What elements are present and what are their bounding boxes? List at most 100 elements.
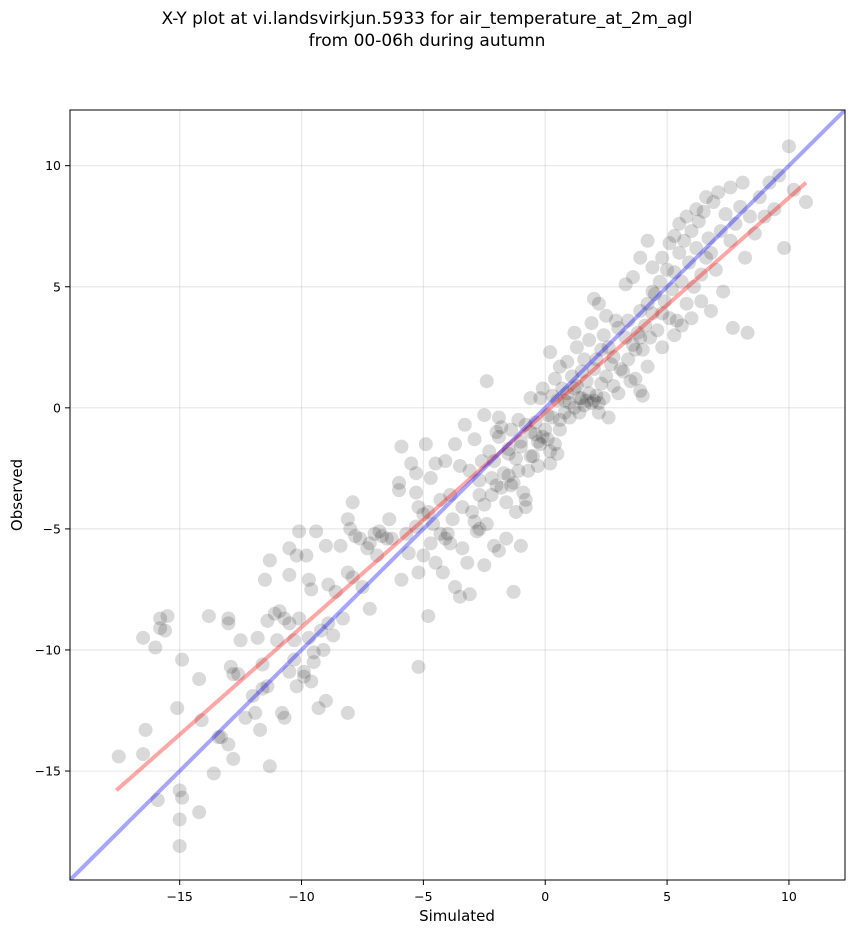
scatter-point bbox=[452, 589, 467, 604]
scatter-point bbox=[160, 609, 175, 624]
scatter-point bbox=[409, 519, 424, 534]
grid-lines bbox=[70, 110, 845, 880]
scatter-point bbox=[533, 391, 548, 406]
scatter-point bbox=[640, 296, 655, 311]
scatter-point bbox=[433, 526, 448, 541]
scatter-point bbox=[416, 507, 431, 522]
scatter-point bbox=[589, 388, 604, 403]
scatter-point bbox=[682, 255, 697, 270]
scatter-point bbox=[382, 512, 397, 527]
scatter-point bbox=[404, 456, 419, 471]
scatter-point bbox=[272, 604, 287, 619]
scatter-point bbox=[482, 444, 497, 459]
scatter-point bbox=[513, 538, 528, 553]
scatter-point bbox=[645, 260, 660, 275]
scatter-point bbox=[713, 224, 728, 239]
one-to-one-line bbox=[70, 110, 845, 880]
scatter-point bbox=[233, 633, 248, 648]
scatter-point bbox=[370, 548, 385, 563]
scatter-point bbox=[589, 352, 604, 367]
scatter-point bbox=[540, 432, 555, 447]
scatter-point bbox=[596, 328, 611, 343]
scatter-point bbox=[448, 437, 463, 452]
scatter-point bbox=[345, 495, 360, 510]
scatter-point bbox=[223, 659, 238, 674]
chart-title-line-2: from 00-06h during autumn bbox=[308, 31, 546, 51]
scatter-point bbox=[343, 521, 358, 536]
scatter-point bbox=[491, 410, 506, 425]
fit-lines bbox=[70, 110, 845, 880]
scatter-point bbox=[221, 616, 236, 631]
scatter-point bbox=[416, 548, 431, 563]
scatter-point bbox=[735, 175, 750, 190]
x-axis-label: Simulated bbox=[419, 907, 495, 925]
scatter-point bbox=[586, 362, 601, 377]
scatter-point bbox=[257, 572, 272, 587]
scatter-point bbox=[562, 410, 577, 425]
scatter-point bbox=[699, 190, 714, 205]
scatter-point bbox=[301, 630, 316, 645]
scatter-point bbox=[438, 454, 453, 469]
scatter-point bbox=[674, 274, 689, 289]
scatter-point bbox=[679, 296, 694, 311]
scatter-point bbox=[455, 500, 470, 515]
scatter-point bbox=[175, 652, 190, 667]
scatter-point bbox=[552, 359, 567, 374]
regression-line bbox=[114, 181, 808, 792]
scatter-point bbox=[526, 449, 541, 464]
scatter-point bbox=[616, 364, 631, 379]
scatter-point bbox=[487, 454, 502, 469]
scatter-point bbox=[443, 488, 458, 502]
scatter-point bbox=[691, 214, 706, 229]
scatter-point bbox=[523, 425, 538, 440]
scatter-point bbox=[630, 325, 645, 340]
scatter-point bbox=[304, 674, 319, 689]
x-tick-label: −15 bbox=[166, 889, 192, 904]
scatter-point bbox=[260, 679, 275, 694]
scatter-point bbox=[479, 517, 494, 532]
scatter-point bbox=[489, 478, 504, 493]
scatter-point bbox=[613, 362, 628, 377]
scatter-point bbox=[360, 541, 375, 556]
plot-background bbox=[70, 110, 845, 880]
scatter-point bbox=[399, 526, 414, 541]
scatter-point bbox=[245, 688, 260, 703]
scatter-point bbox=[506, 584, 521, 599]
scatter-point bbox=[567, 325, 582, 340]
scatter-point bbox=[655, 306, 670, 321]
scatter-point bbox=[136, 630, 151, 645]
scatter-point bbox=[645, 306, 660, 321]
scatter-point bbox=[530, 458, 545, 473]
scatter-point bbox=[214, 730, 229, 745]
scatter-point bbox=[348, 529, 363, 544]
scatter-point bbox=[596, 391, 611, 406]
scatter-point bbox=[501, 441, 516, 456]
scatter-point bbox=[657, 294, 672, 309]
scatter-point bbox=[628, 371, 643, 386]
scatter-point bbox=[577, 352, 592, 367]
scatter-point bbox=[545, 388, 560, 403]
scatter-point bbox=[664, 282, 679, 297]
scatter-point bbox=[684, 311, 699, 326]
scatter-point bbox=[655, 250, 670, 265]
scatter-point bbox=[586, 291, 601, 306]
scatter-point bbox=[374, 529, 389, 544]
scatter-point bbox=[309, 524, 324, 539]
scatter-point bbox=[275, 705, 290, 720]
scatter-point bbox=[572, 391, 587, 406]
scatter-point bbox=[335, 611, 350, 626]
scatter-point bbox=[287, 652, 302, 667]
scatter-point bbox=[418, 437, 433, 452]
scatter-point bbox=[306, 655, 321, 670]
scatter-point bbox=[267, 606, 282, 621]
scatter-point bbox=[469, 524, 484, 539]
scatter-point bbox=[513, 434, 528, 449]
x-tick-label: 10 bbox=[781, 889, 797, 904]
scatter-point bbox=[706, 195, 721, 210]
scatter-point bbox=[477, 408, 492, 423]
scatter-point bbox=[423, 536, 438, 551]
scatter-point bbox=[277, 710, 292, 725]
scatter-point bbox=[669, 313, 684, 328]
scatter-point bbox=[604, 357, 619, 372]
scatter-point bbox=[677, 233, 692, 248]
